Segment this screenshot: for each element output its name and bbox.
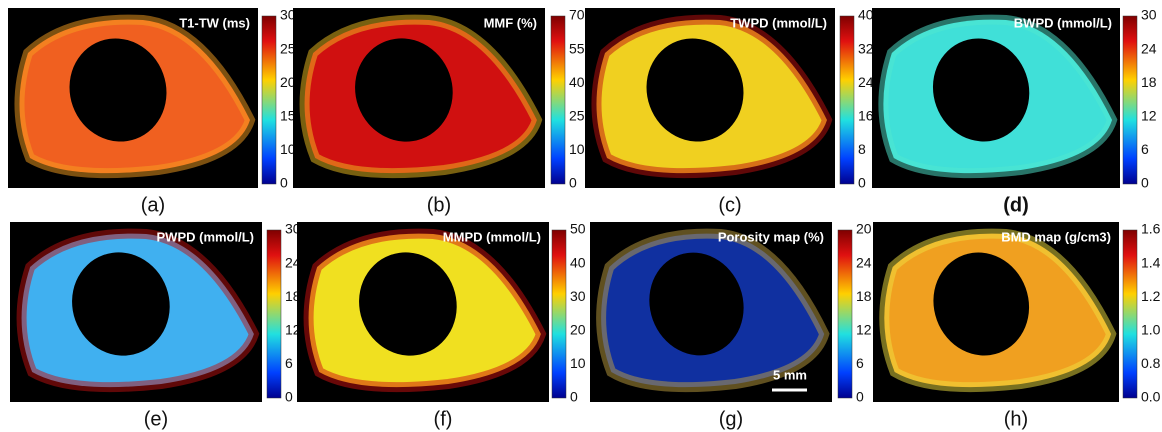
panel-caption: (a): [141, 194, 165, 216]
colorbar-tick-label: 30: [570, 288, 586, 304]
colorbar-tick-label: 30: [285, 221, 301, 237]
colorbar-tick-label: 0.0: [1141, 389, 1161, 405]
colorbar: [261, 15, 277, 185]
colorbar-tick-label: 0: [285, 389, 293, 405]
colorbar-tick-label: 0: [280, 175, 288, 191]
marrow-cavity: [69, 38, 167, 142]
panel-caption: (h): [1004, 408, 1028, 430]
colorbar-tick-label: 24: [858, 74, 874, 90]
colorbar-tick-label: 24: [856, 254, 872, 270]
colorbar-tick-label: 0: [858, 175, 866, 191]
colorbar-tick-label: 55: [569, 40, 585, 56]
panel-title: TWPD (mmol/L): [730, 15, 827, 30]
colorbar-tick-label: 10: [570, 355, 586, 371]
marrow-cavity: [933, 252, 1030, 356]
panel-title: T1-TW (ms): [179, 15, 250, 30]
colorbar: [837, 229, 853, 399]
panel-caption: (d): [1003, 194, 1029, 216]
panel-title: BWPD (mmol/L): [1014, 15, 1112, 30]
colorbar-tick-label: 6: [285, 355, 293, 371]
panel: MMF (%): [293, 8, 545, 188]
colorbar-tick-label: 0: [570, 389, 578, 405]
colorbar-tick-label: 6: [856, 355, 864, 371]
colorbar-tick-label: 24: [285, 254, 301, 270]
marrow-cavity: [646, 38, 744, 142]
marrow-cavity: [359, 252, 457, 356]
colorbar-tick-label: 18: [856, 288, 872, 304]
panel-caption: (b): [427, 194, 451, 216]
colorbar-tick-label: 40: [570, 254, 586, 270]
colorbar-tick-label: 0: [1141, 175, 1149, 191]
colorbar-tick-label: 25: [569, 108, 585, 124]
colorbar-tick-label: 12: [285, 322, 301, 338]
panel: BMD map (g/cm3): [873, 222, 1119, 402]
colorbar-tick-label: 20: [570, 322, 586, 338]
panel: Porosity map (%) 5 mm: [590, 222, 832, 402]
marrow-cavity: [932, 38, 1030, 142]
colorbar: [266, 229, 282, 399]
panel: T1-TW (ms): [8, 8, 258, 188]
colorbar-tick-label: 40: [858, 7, 874, 23]
colorbar-tick-label: 32: [858, 40, 874, 56]
panel: TWPD (mmol/L): [585, 8, 835, 188]
colorbar-tick-label: 8: [858, 141, 866, 157]
colorbar-tick-label: 12: [1141, 108, 1157, 124]
panel-title: BMD map (g/cm3): [1001, 229, 1111, 244]
colorbar: [1122, 15, 1138, 185]
colorbar-tick-label: 1.6: [1141, 221, 1161, 237]
colorbar-tick-label: 24: [1141, 40, 1157, 56]
colorbar: [550, 15, 566, 185]
colorbar-tick-label: 30: [1141, 7, 1157, 23]
colorbar-tick-label: 50: [570, 221, 586, 237]
colorbar-tick-label: 70: [569, 7, 585, 23]
panel-caption: (e): [144, 408, 168, 430]
panel: MMPD (mmol/L): [297, 222, 549, 402]
colorbar-tick-label: 1.0: [1141, 322, 1161, 338]
marrow-cavity: [355, 38, 453, 142]
scale-label: 5 mm: [773, 367, 807, 382]
colorbar: [551, 229, 567, 399]
colorbar-tick-label: 0: [569, 175, 577, 191]
colorbar-tick-label: 10: [569, 141, 585, 157]
panel-title: MMF (%): [484, 15, 537, 30]
panel-caption: (g): [719, 408, 743, 430]
panel-title: MMPD (mmol/L): [443, 229, 541, 244]
colorbar-tick-label: 1.2: [1141, 288, 1161, 304]
colorbar-tick-label: 12: [856, 322, 872, 338]
colorbar: [839, 15, 855, 185]
colorbar-tick-label: 18: [1141, 74, 1157, 90]
colorbar-tick-label: 1.4: [1141, 254, 1161, 270]
panel: PWPD (mmol/L): [10, 222, 262, 402]
colorbar-tick-label: 6: [1141, 141, 1149, 157]
panel-title: Porosity map (%): [718, 229, 824, 244]
colorbar-tick-label: 40: [569, 74, 585, 90]
colorbar: [1122, 229, 1138, 399]
marrow-cavity: [649, 252, 744, 356]
colorbar-tick-label: 20: [856, 221, 872, 237]
colorbar-tick-label: 0: [856, 389, 864, 405]
panel-caption: (f): [434, 408, 453, 430]
panel-caption: (c): [718, 194, 741, 216]
marrow-cavity: [72, 252, 170, 356]
colorbar-tick-label: 18: [285, 288, 301, 304]
panel-title: PWPD (mmol/L): [157, 229, 255, 244]
colorbar-tick-label: 0.8: [1141, 355, 1161, 371]
panel: BWPD (mmol/L): [872, 8, 1120, 188]
colorbar-tick-label: 16: [858, 108, 874, 124]
